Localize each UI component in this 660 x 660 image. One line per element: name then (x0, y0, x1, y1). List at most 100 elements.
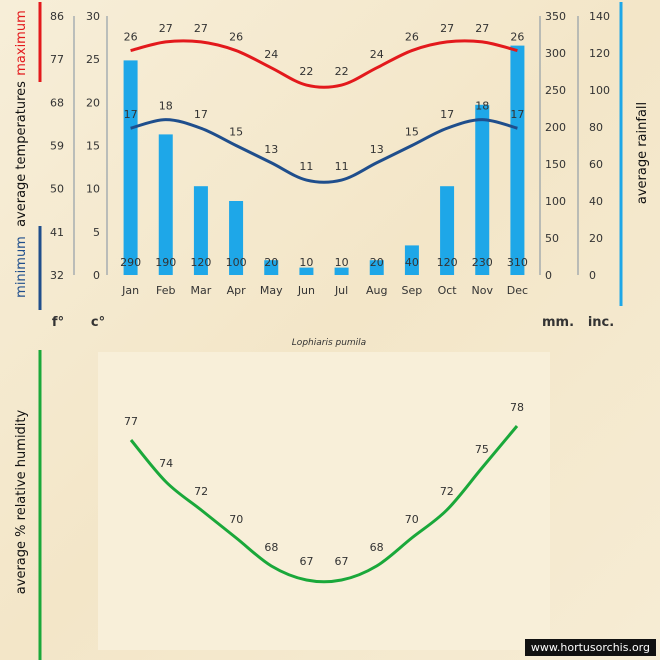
minimum-value-label: 15 (405, 126, 419, 139)
mm-tick-label: 150 (545, 158, 566, 171)
maximum-value-label: 24 (264, 48, 278, 61)
month-label: Aug (366, 284, 387, 297)
maximum-value-label: 26 (229, 31, 243, 44)
humidity-value-label: 70 (405, 513, 419, 526)
inc-tick-label: 20 (589, 232, 603, 245)
maximum-value-label: 27 (475, 22, 489, 35)
humidity-value-label: 72 (440, 485, 454, 498)
maximum-value-label: 26 (510, 31, 524, 44)
rainfall-bar (404, 245, 419, 275)
rainfall-value-label: 230 (472, 256, 493, 269)
rainfall-bar (510, 45, 525, 275)
minimum-value-label: 17 (194, 108, 208, 121)
minimum-value-label: 13 (264, 143, 278, 156)
month-label: Dec (507, 284, 528, 297)
rainfall-value-label: 100 (226, 256, 247, 269)
c-tick-label: 30 (86, 10, 100, 23)
humidity-value-label: 75 (475, 443, 489, 456)
rainfall-bar (158, 134, 173, 275)
minimum-value-label: 11 (299, 160, 313, 173)
f-tick-label: 68 (50, 96, 64, 109)
rainfall-value-label: 290 (120, 256, 141, 269)
c-tick-label: 5 (93, 226, 100, 239)
mm-tick-label: 50 (545, 232, 559, 245)
minimum-axis-label: minimum (14, 236, 29, 298)
month-label: Nov (472, 284, 494, 297)
minimum-value-label: 18 (475, 100, 489, 113)
humidity-value-label: 77 (124, 415, 138, 428)
humidity-value-label: 68 (264, 541, 278, 554)
mm-tick-label: 0 (545, 269, 552, 282)
f-tick-label: 50 (50, 183, 64, 196)
inc-tick-label: 60 (589, 158, 603, 171)
humidity-value-label: 68 (370, 541, 384, 554)
unit-c-label: c° (91, 315, 105, 330)
month-label: Mar (191, 284, 212, 297)
humidity-panel (98, 352, 550, 650)
inc-tick-label: 140 (589, 10, 610, 23)
minimum-value-label: 17 (510, 108, 524, 121)
rainfall-value-label: 310 (507, 256, 528, 269)
month-label: Oct (438, 284, 458, 297)
maximum-value-label: 27 (194, 22, 208, 35)
rainfall-bar (334, 267, 349, 275)
minimum-value-label: 13 (370, 143, 384, 156)
month-label: May (260, 284, 283, 297)
rainfall-bar (229, 201, 244, 275)
maximum-value-label: 27 (440, 22, 454, 35)
rainfall-value-label: 20 (264, 256, 278, 269)
month-label: Feb (156, 284, 175, 297)
unit-mm-label: mm. (542, 315, 574, 330)
maximum-axis-label: maximum (14, 10, 29, 76)
month-label: Apr (227, 284, 247, 297)
minimum-value-label: 15 (229, 126, 243, 139)
watermark: www.hortusorchis.org (524, 639, 656, 656)
unit-f-label: f° (52, 315, 64, 330)
rainfall-value-label: 190 (155, 256, 176, 269)
mm-tick-label: 200 (545, 121, 566, 134)
rainfall-bar (440, 186, 455, 275)
c-tick-label: 10 (86, 183, 100, 196)
species-caption: Lophiaris pumila (292, 338, 366, 348)
inc-tick-label: 0 (589, 269, 596, 282)
unit-inc-label: inc. (588, 315, 614, 330)
rainfall-bar (264, 260, 279, 275)
humidity-line (129, 425, 519, 584)
humidity-axis-label: average % relative humidity (14, 409, 29, 594)
minimum-value-label: 11 (335, 160, 349, 173)
month-label: Jan (121, 284, 139, 297)
humidity-value-label: 78 (510, 401, 524, 414)
maximum-value-label: 22 (299, 65, 313, 78)
rainfall-value-label: 120 (190, 256, 211, 269)
humidity-value-label: 67 (335, 555, 349, 568)
inc-tick-label: 100 (589, 84, 610, 97)
c-tick-label: 0 (93, 269, 100, 282)
c-tick-label: 25 (86, 53, 100, 66)
rainfall-value-label: 10 (299, 256, 313, 269)
humidity-value-label: 70 (229, 513, 243, 526)
minimum-value-label: 17 (440, 108, 454, 121)
rainfall-value-label: 10 (335, 256, 349, 269)
rainfall-bar (123, 60, 138, 276)
maximum-value-label: 26 (405, 31, 419, 44)
month-label: Jul (334, 284, 348, 297)
inc-tick-label: 80 (589, 121, 603, 134)
maximum-value-label: 22 (335, 65, 349, 78)
f-tick-label: 86 (50, 10, 64, 23)
rainfall-axis-label: average rainfall (635, 102, 650, 204)
minimum-value-label: 18 (159, 100, 173, 113)
f-tick-label: 32 (50, 269, 64, 282)
mm-tick-label: 300 (545, 47, 566, 60)
c-tick-label: 20 (86, 96, 100, 109)
rainfall-value-label: 120 (437, 256, 458, 269)
rainfall-bar (299, 267, 314, 275)
rainfall-bar (369, 260, 384, 275)
rainfall-bar (193, 186, 208, 275)
minimum-temperature-line (130, 118, 518, 184)
month-label: Jun (297, 284, 315, 297)
c-tick-label: 15 (86, 140, 100, 153)
humidity-value-label: 72 (194, 485, 208, 498)
month-label: Sep (402, 284, 423, 297)
